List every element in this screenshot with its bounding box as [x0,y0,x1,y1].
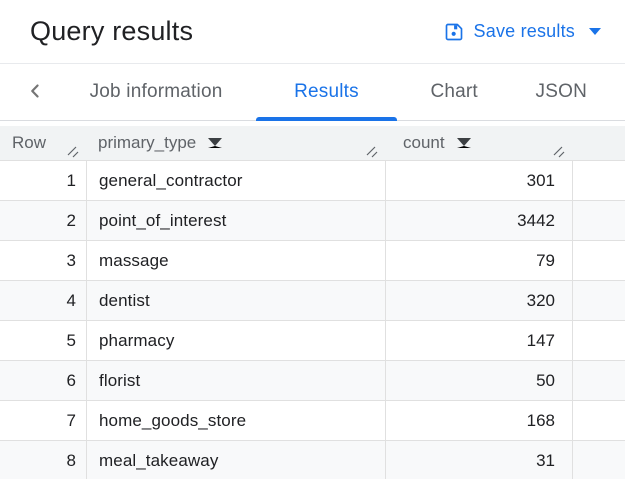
row-number-cell: 3 [0,241,87,280]
tab-job-information[interactable]: Job information [66,64,247,120]
filler-cell [573,441,625,479]
tab-chart[interactable]: Chart [406,64,501,120]
count-cell: 79 [386,241,573,280]
row-number-cell: 2 [0,201,87,240]
row-number-cell: 8 [0,441,87,479]
table-row: 7 home_goods_store 168 [0,401,625,441]
results-table-body: 1 general_contractor 301 2 point_of_inte… [0,161,625,479]
primary-type-cell: dentist [87,281,386,320]
primary-type-cell: pharmacy [87,321,386,360]
count-cell: 301 [386,161,573,200]
save-results-button[interactable]: Save results [444,21,601,42]
column-resize-handle-icon[interactable] [551,144,565,158]
column-label-primary-type: primary_type [98,133,197,152]
table-row: 2 point_of_interest 3442 [0,201,625,241]
filler-cell [573,361,625,400]
table-row: 4 dentist 320 [0,281,625,321]
column-header-count: count [386,126,573,160]
primary-type-cell: meal_takeaway [87,441,386,479]
arrow-drop-down-icon[interactable] [208,138,223,148]
table-row: 6 florist 50 [0,361,625,401]
primary-type-cell: home_goods_store [87,401,386,440]
chevron-left-icon [24,80,46,105]
row-number-cell: 7 [0,401,87,440]
table-row: 3 massage 79 [0,241,625,281]
filler-cell [573,241,625,280]
query-results-titlebar: Query results Save results [0,0,625,64]
save-icon [444,22,464,42]
column-header-primary-type: primary_type [87,126,386,160]
back-button[interactable] [14,64,56,120]
column-resize-handle-icon[interactable] [65,144,79,158]
primary-type-cell: general_contractor [87,161,386,200]
column-header-filler [573,126,625,160]
primary-type-cell: florist [87,361,386,400]
filler-cell [573,161,625,200]
count-cell: 31 [386,441,573,479]
column-label-row: Row [12,133,47,152]
tab-json[interactable]: JSON [512,64,611,120]
tab-results[interactable]: Results [256,64,397,121]
count-cell: 147 [386,321,573,360]
arrow-drop-down-icon[interactable] [456,138,471,148]
row-number-cell: 6 [0,361,87,400]
page-title: Query results [30,16,194,46]
table-row: 1 general_contractor 301 [0,161,625,201]
row-number-cell: 5 [0,321,87,360]
column-header-row: Row [0,126,87,160]
count-cell: 50 [386,361,573,400]
results-table-header: Row primary_type count [0,126,625,161]
primary-type-cell: massage [87,241,386,280]
row-number-cell: 4 [0,281,87,320]
results-tab-bar: Job information Results Chart JSON [0,64,625,121]
table-row: 8 meal_takeaway 31 [0,441,625,479]
arrow-drop-down-icon [589,28,601,35]
save-results-label: Save results [473,21,575,41]
count-cell: 168 [386,401,573,440]
column-label-count: count [403,133,445,152]
row-number-cell: 1 [0,161,87,200]
filler-cell [573,201,625,240]
count-cell: 320 [386,281,573,320]
filler-cell [573,401,625,440]
table-row: 5 pharmacy 147 [0,321,625,361]
primary-type-cell: point_of_interest [87,201,386,240]
column-resize-handle-icon[interactable] [364,144,378,158]
count-cell: 3442 [386,201,573,240]
filler-cell [573,321,625,360]
filler-cell [573,281,625,320]
spacer [0,121,625,126]
